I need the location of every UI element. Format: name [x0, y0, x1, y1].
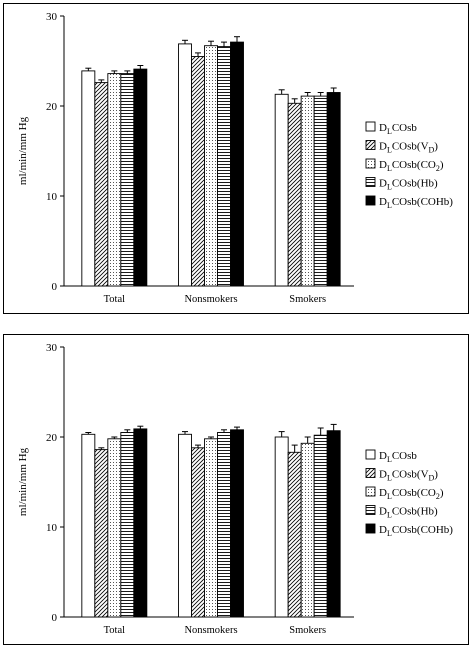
bar — [287, 451, 302, 618]
bar — [133, 428, 148, 618]
bar — [107, 73, 122, 287]
bar — [178, 433, 192, 618]
legend-entry: DLCOsb(Hb) — [379, 506, 438, 520]
legend-entry: DLCOsb(CO2) — [379, 159, 444, 173]
category-label: Nonsmokers — [184, 625, 237, 636]
legend-entry: DLCOsb — [379, 122, 417, 136]
bar — [133, 68, 148, 287]
category-label: Nonsmokers — [184, 294, 237, 305]
chart-panel-top: 0 10 20 30 ml/min/mm Hg Total Nonsmokers Smoker… — [3, 3, 469, 314]
bar — [300, 95, 315, 287]
diagonal-hatch-square-icon — [365, 140, 376, 150]
category-label: Smokers — [289, 294, 326, 305]
bar — [120, 73, 135, 287]
chart-bottom: 0 10 20 30 ml/min/mm Hg Total Nonsmokers Smoker… — [17, 342, 453, 636]
bar — [191, 447, 205, 618]
bar — [204, 438, 218, 618]
bar — [94, 82, 109, 287]
chart-top: 0 10 20 30 ml/min/mm Hg Total Nonsmokers Smoker… — [17, 11, 453, 305]
bar — [300, 442, 315, 618]
y-tick-label: 30 — [46, 342, 58, 354]
bar — [217, 46, 231, 287]
legend-entry: DLCOsb — [379, 450, 417, 464]
open-square-icon — [365, 121, 376, 132]
bar — [326, 92, 341, 287]
legend-entry: DLCOsb(VD) — [379, 469, 438, 483]
category-label: Total — [104, 294, 126, 305]
open-square-icon — [365, 449, 376, 460]
bar — [230, 429, 244, 618]
bar — [217, 432, 231, 618]
horizontal-hatch-square-icon — [365, 177, 376, 187]
dotted-square-icon — [365, 158, 376, 169]
bar — [287, 102, 302, 287]
y-tick-label: 0 — [52, 612, 58, 624]
horizontal-hatch-square-icon — [365, 505, 376, 515]
diagonal-hatch-square-icon — [365, 468, 376, 478]
y-tick-label: 20 — [46, 432, 58, 444]
y-tick-label: 20 — [46, 101, 58, 113]
bar — [204, 45, 218, 287]
y-axis-title: ml/min/mm Hg — [17, 447, 29, 516]
y-tick-label: 10 — [46, 522, 58, 534]
bar — [178, 43, 192, 287]
bar — [81, 70, 96, 287]
solid-square-icon — [365, 195, 376, 206]
legend-entry: DLCOsb(Hb) — [379, 178, 438, 192]
chart-panel-bottom: 0 10 20 30 ml/min/mm Hg Total Nonsmokers Smoker… — [3, 334, 469, 645]
legend-entry: DLCOsb(CO2) — [379, 487, 444, 501]
legend-entry: DLCOsb(COHb) — [379, 196, 453, 210]
legend-entry: DLCOsb(COHb) — [379, 524, 453, 538]
bar — [313, 95, 328, 287]
bar — [81, 433, 96, 618]
bar — [94, 449, 109, 618]
y-tick-label: 10 — [46, 191, 58, 203]
y-tick-label: 0 — [52, 281, 58, 293]
bar — [107, 438, 122, 618]
bar — [191, 56, 205, 287]
y-axis-title: ml/min/mm Hg — [17, 116, 29, 185]
y-tick-label: 30 — [46, 11, 58, 23]
dotted-square-icon — [365, 486, 376, 497]
bar — [274, 436, 289, 618]
bar — [326, 430, 341, 618]
bar — [313, 434, 328, 618]
bar — [230, 41, 244, 287]
solid-square-icon — [365, 523, 376, 534]
bar — [274, 93, 289, 287]
category-label: Total — [104, 625, 126, 636]
legend-entry: DLCOsb(VD) — [379, 141, 438, 155]
bar — [120, 432, 135, 618]
category-label: Smokers — [289, 625, 326, 636]
